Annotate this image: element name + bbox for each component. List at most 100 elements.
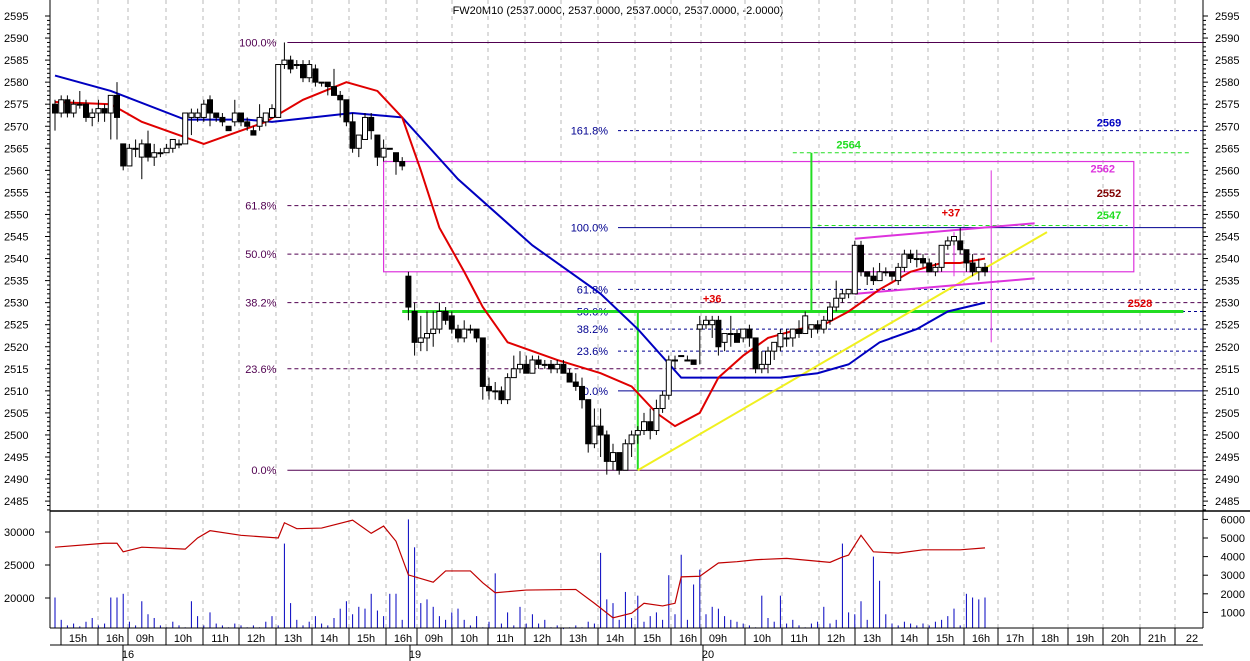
candle-body bbox=[740, 328, 747, 339]
channel-upper bbox=[854, 222, 1035, 240]
x-tick-label: 10h bbox=[174, 633, 192, 645]
annotation-label: 2564 bbox=[836, 139, 861, 151]
y-tick-label-left: 2560 bbox=[4, 165, 28, 177]
candle-body bbox=[374, 134, 381, 158]
candle-body bbox=[715, 319, 722, 348]
candle-body bbox=[182, 112, 189, 145]
x-tick-label: 09h bbox=[136, 633, 154, 645]
candle-body bbox=[659, 394, 666, 409]
candle-body bbox=[622, 443, 629, 471]
candle-body bbox=[281, 59, 288, 66]
candle-body bbox=[107, 94, 114, 114]
candle-body bbox=[293, 64, 300, 67]
candle-body bbox=[641, 421, 647, 432]
y-tick-label-right: 2590 bbox=[1215, 33, 1239, 45]
y-tick-label-right: 2485 bbox=[1215, 496, 1239, 508]
y-tick-label-right: 2550 bbox=[1215, 209, 1239, 221]
candle-body bbox=[864, 271, 871, 277]
volume-tick-label: 2000 bbox=[1221, 589, 1245, 601]
candle-body bbox=[331, 86, 337, 96]
x-tick-label: 12h bbox=[533, 633, 551, 645]
fib-right-label: 61.8% bbox=[577, 284, 608, 296]
fib-left-label: 38.2% bbox=[245, 298, 276, 310]
candle-body bbox=[734, 333, 740, 343]
fib-right-label: 161.8% bbox=[571, 126, 609, 138]
x-tick-label: 12h bbox=[827, 633, 845, 645]
candle-body bbox=[114, 94, 120, 118]
candle-body bbox=[58, 99, 65, 114]
candle-body bbox=[672, 359, 678, 362]
candle-body bbox=[393, 152, 399, 163]
candle-body bbox=[275, 64, 282, 118]
y-tick-label-right: 2595 bbox=[1215, 11, 1239, 23]
candle-body bbox=[870, 275, 877, 282]
candle-body bbox=[523, 363, 530, 374]
y-tick-label-right: 2505 bbox=[1215, 408, 1239, 420]
candle-body bbox=[765, 350, 771, 365]
candle-body bbox=[833, 297, 840, 308]
volume-pane bbox=[54, 519, 986, 630]
moving-averages bbox=[54, 74, 986, 428]
x-tick-label: 09h bbox=[709, 633, 727, 645]
y-tick-label-right: 2535 bbox=[1215, 276, 1239, 288]
candle-body bbox=[703, 319, 709, 326]
x-tick-label: 10h bbox=[753, 633, 771, 645]
candle-body bbox=[194, 112, 201, 118]
annotations: 100.0% 61.8% 50.0% 38.2% 23.6% 0.0% 161.8% 100.… bbox=[239, 37, 1203, 477]
annotation-label: +37 bbox=[942, 208, 961, 220]
y-tick-label-left: 2500 bbox=[4, 430, 28, 442]
candle-body bbox=[653, 407, 660, 432]
candles bbox=[52, 42, 988, 475]
candle-body bbox=[411, 310, 418, 343]
y-tick-label-left: 2585 bbox=[4, 55, 28, 67]
candle-body bbox=[616, 452, 623, 471]
candle-body bbox=[758, 363, 765, 370]
candle-body bbox=[647, 421, 654, 432]
candle-body bbox=[901, 253, 908, 268]
y-tick-label-left: 2530 bbox=[4, 298, 28, 310]
candle-body bbox=[969, 262, 976, 273]
candle-body bbox=[262, 112, 269, 123]
candle-body bbox=[126, 147, 133, 167]
x-tick-label: 17h bbox=[1006, 633, 1024, 645]
day-label: 16 bbox=[122, 649, 134, 661]
annotation-label: 2569 bbox=[1097, 117, 1121, 129]
day-label: 20 bbox=[702, 649, 714, 661]
candle-body bbox=[566, 372, 573, 383]
x-tick-label: 13h bbox=[284, 633, 302, 645]
y-tick-label-left: 2540 bbox=[4, 254, 28, 266]
y-tick-label-left: 2490 bbox=[4, 474, 28, 486]
candle-body bbox=[486, 385, 492, 392]
candle-body bbox=[120, 143, 127, 167]
candle-body bbox=[610, 452, 616, 462]
y-tick-label-right: 2490 bbox=[1215, 474, 1239, 486]
candle-body bbox=[479, 337, 486, 387]
candle-body bbox=[535, 359, 542, 365]
volume-tick-label: 5000 bbox=[1221, 533, 1245, 545]
candle-body bbox=[975, 266, 982, 273]
candle-body bbox=[473, 328, 480, 339]
y-tick-label-right: 2575 bbox=[1215, 99, 1239, 111]
volume-tick-label: 6000 bbox=[1221, 514, 1245, 526]
candle-body bbox=[138, 143, 145, 158]
candle-body bbox=[219, 116, 226, 123]
candle-body bbox=[517, 363, 523, 370]
candle-body bbox=[913, 258, 920, 261]
candle-body bbox=[52, 103, 58, 114]
candle-body bbox=[362, 116, 368, 140]
day-label: 19 bbox=[409, 649, 421, 661]
y-tick-label-left: 2505 bbox=[4, 408, 28, 420]
candle-body bbox=[845, 288, 852, 295]
candle-body bbox=[76, 103, 83, 106]
y-tick-label-right: 2560 bbox=[1215, 165, 1239, 177]
candle-body bbox=[455, 328, 461, 339]
fib-right-label: 38.2% bbox=[577, 324, 608, 336]
fib-left-label: 0.0% bbox=[251, 465, 276, 477]
y-tick-label-right: 2530 bbox=[1215, 298, 1239, 310]
y-tick-label-left: 2595 bbox=[4, 11, 28, 23]
candle-body bbox=[889, 271, 895, 277]
candle-body bbox=[70, 103, 77, 114]
candle-body bbox=[944, 240, 951, 246]
candle-body bbox=[461, 328, 468, 339]
